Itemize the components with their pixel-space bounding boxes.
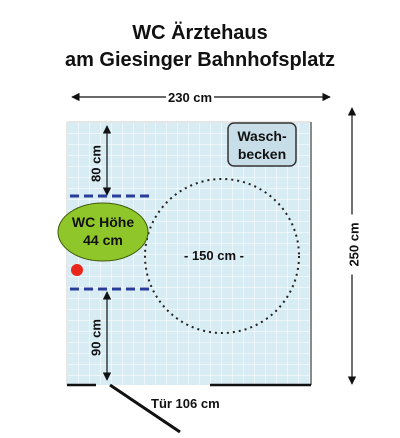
title-line-1: WC Ärztehaus [132,22,268,44]
turning-circle-label: - 150 cm - [184,248,244,263]
sink-basin [227,122,297,167]
door-leaf [109,383,181,434]
left-bottom-dimension-label: 90 cm [88,319,104,356]
door-width-label: Tür 106 cm [151,396,220,411]
width-dimension-label: 230 cm [166,90,215,105]
sink-label-line-1: Wasch- [237,128,287,144]
flush-button-marker [71,264,83,276]
sink-label-line-2: becken [237,146,287,162]
left-top-dimension-label: 80 cm [88,145,104,182]
toilet-bowl [57,202,149,262]
height-dimension-label: 250 cm [346,214,362,275]
turning-circle [144,178,300,334]
title-line-2: am Giesinger Bahnhofsplatz [64,49,336,71]
toilet-label-line-1: WC Höhe [71,214,135,230]
toilet-label-line-2: 44 cm [83,232,123,248]
